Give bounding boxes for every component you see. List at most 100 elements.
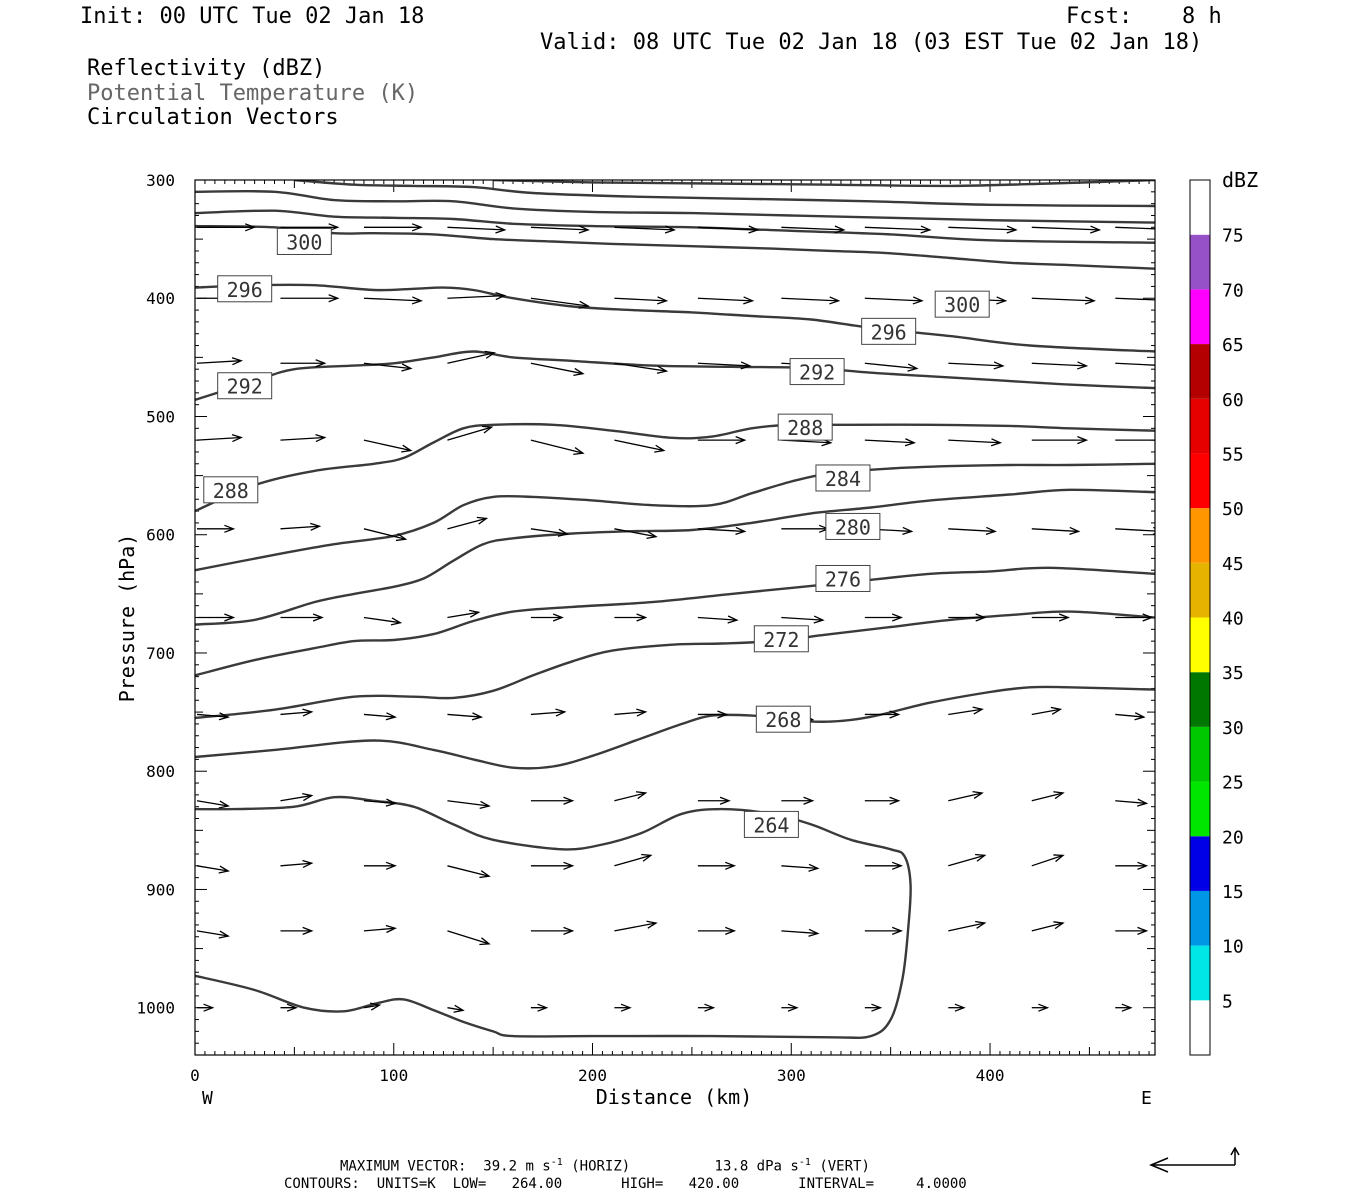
vector-shaft <box>697 226 758 231</box>
vector-shaft <box>196 713 229 718</box>
circulation-vector <box>948 361 1005 370</box>
vector-head <box>725 861 737 870</box>
contour-label-box <box>755 705 811 733</box>
contour-label-300: 300 <box>944 293 980 317</box>
vector-head <box>563 861 575 870</box>
reference-vector-icon <box>1149 1146 1240 1173</box>
forecast-label: Fcst: <box>1066 4 1133 29</box>
vector-shaft <box>614 854 651 867</box>
colorbar-level-label: 65 <box>1222 335 1244 356</box>
vector-shaft <box>447 611 479 619</box>
init-time: Init: 00 UTC Tue 02 Jan 18 <box>80 4 425 29</box>
vector-shaft <box>697 616 737 621</box>
circulation-vector <box>697 615 739 624</box>
circulation-vector <box>447 425 494 441</box>
max-vector-line: MAXIMUM VECTOR: 39.2 m s-1 (HORIZ) 13.8 … <box>340 1157 870 1175</box>
vector-shaft <box>447 352 495 364</box>
circulation-vector <box>864 296 924 305</box>
vector-head <box>725 926 737 935</box>
circulation-vector <box>280 859 314 869</box>
circulation-vector <box>196 433 243 443</box>
isentrope-308 <box>195 189 1155 224</box>
contour-label-box <box>203 476 259 504</box>
vector-shaft <box>614 922 657 932</box>
contour-label-box <box>276 227 332 255</box>
circulation-vector <box>781 863 820 872</box>
circulation-vector <box>697 861 737 870</box>
x-left-end-label: W <box>202 1088 213 1109</box>
vector-shaft <box>363 927 396 932</box>
circulation-vector <box>530 439 585 455</box>
vector-shaft <box>530 528 568 535</box>
contour-label-268: 268 <box>765 708 801 732</box>
vector-shaft <box>1115 297 1155 301</box>
contour-label-296: 296 <box>871 320 907 344</box>
vector-shaft <box>530 362 584 375</box>
vector-head <box>1006 225 1018 234</box>
vector-head <box>573 367 585 376</box>
vector-head <box>1038 1003 1050 1012</box>
vector-head <box>636 613 648 622</box>
circulation-vector <box>363 798 397 807</box>
vector-head <box>813 615 825 624</box>
circulation-vector <box>1031 436 1089 445</box>
vector-head <box>664 225 676 234</box>
colorbar-segment <box>1190 890 1210 946</box>
vector-shaft <box>864 297 923 302</box>
vector-head <box>646 920 658 929</box>
circulation-vector <box>614 362 669 374</box>
circulation-vector <box>447 930 491 946</box>
y-tick-label: 400 <box>146 289 175 308</box>
contour-info: CONTOURS: UNITS=K LOW= 264.00 HIGH= 420.… <box>284 1176 967 1192</box>
contour-label-292: 292 <box>799 361 835 385</box>
circulation-vector <box>1031 791 1065 802</box>
vector-shaft <box>614 362 667 372</box>
vector-shaft <box>948 922 985 932</box>
circulation-vector <box>614 528 658 540</box>
circulation-vector <box>948 613 987 622</box>
circulation-vector <box>363 861 397 870</box>
vector-shaft <box>363 297 422 302</box>
contour-label-box <box>861 317 917 345</box>
vector-head <box>224 613 236 622</box>
vector-shaft <box>1031 854 1064 867</box>
circulation-vector <box>864 362 919 372</box>
vector-head <box>748 225 760 234</box>
circulation-vector <box>363 616 403 626</box>
vector-head <box>1137 798 1149 807</box>
circulation-vector <box>196 930 230 939</box>
vector-shaft <box>530 297 589 307</box>
colorbar-level-label: 25 <box>1222 773 1244 794</box>
vector-head <box>411 223 423 232</box>
circulation-vector <box>1031 225 1102 234</box>
vector-shaft <box>196 865 229 872</box>
contour-label-284: 284 <box>825 467 861 491</box>
circulation-vector <box>948 526 997 536</box>
circulation-vector <box>280 359 327 368</box>
colorbar-level-label: 30 <box>1222 718 1244 739</box>
vector-head <box>889 796 901 805</box>
circulation-vector <box>363 296 423 305</box>
circulation-vector <box>530 1003 549 1012</box>
vector-shaft <box>447 226 505 231</box>
circulation-vector <box>280 433 327 443</box>
circulation-vector <box>1031 921 1065 932</box>
circulation-vector <box>781 928 820 937</box>
max-vector-horiz: 39.2 m s <box>483 1158 551 1175</box>
vector-head <box>972 790 984 799</box>
vector-shaft <box>1031 792 1064 802</box>
vector-head <box>578 300 590 309</box>
circulation-vector <box>781 524 830 533</box>
vector-head <box>385 798 397 807</box>
vector-head <box>469 609 481 618</box>
vector-head <box>1142 613 1154 622</box>
isentrope-272 <box>195 610 1155 720</box>
vector-shaft <box>1115 528 1155 532</box>
vector-shaft <box>614 439 664 452</box>
circulation-vector <box>1031 613 1070 622</box>
colorbar-segment <box>1190 398 1210 454</box>
colorbar-segment <box>1190 180 1210 235</box>
vector-shaft <box>363 439 411 452</box>
circulation-vector <box>197 223 256 232</box>
